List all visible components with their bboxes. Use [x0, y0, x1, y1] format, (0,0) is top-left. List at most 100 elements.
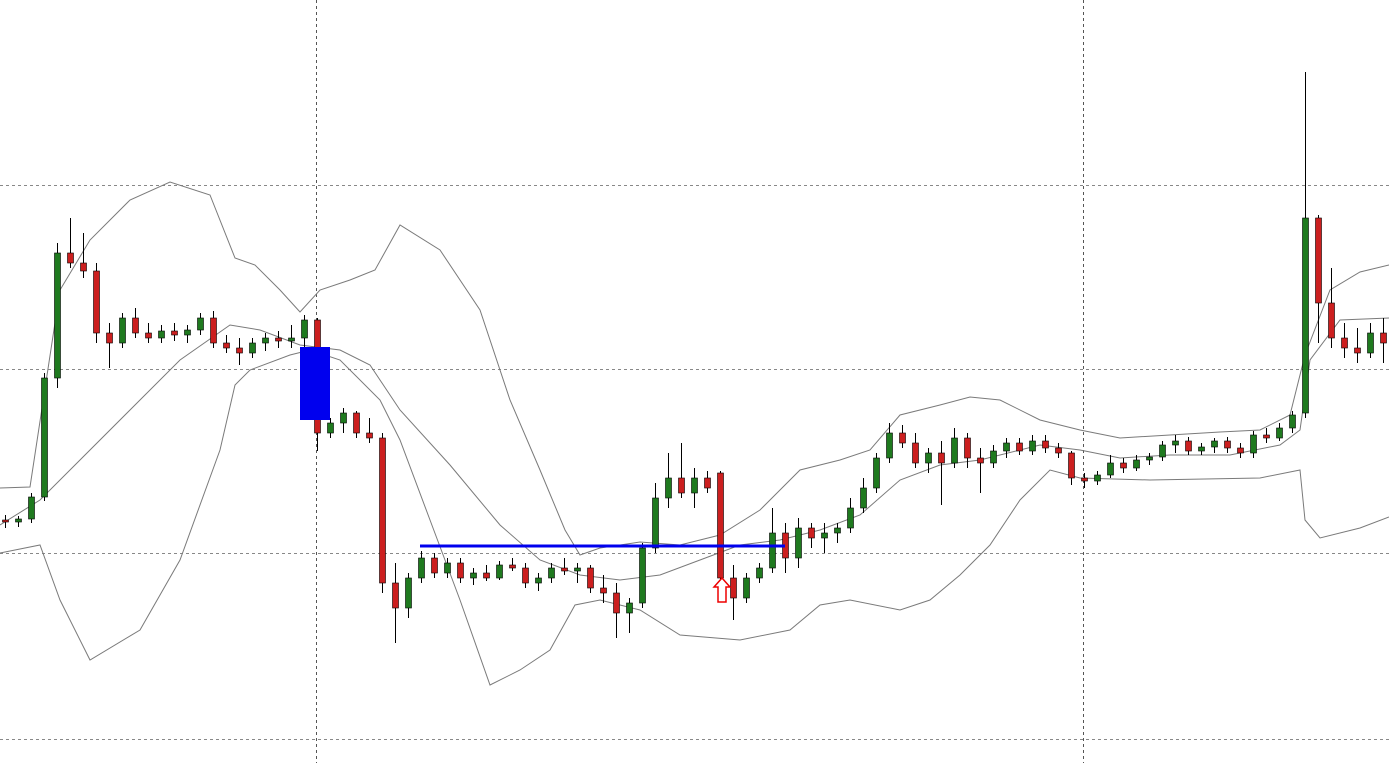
candle-body: [184, 329, 191, 336]
candle-body: [1081, 477, 1088, 482]
candle-body: [886, 432, 893, 459]
candle-body: [288, 337, 295, 342]
candle-body: [1250, 434, 1257, 454]
candle-body: [275, 337, 282, 342]
candle-body: [1263, 434, 1270, 439]
candle-body: [704, 477, 711, 489]
candle-body: [470, 572, 477, 579]
candle-body: [1185, 440, 1192, 452]
candle-body: [392, 582, 399, 609]
candle-body: [1224, 440, 1231, 449]
candle-body: [353, 412, 360, 434]
candle-body: [2, 519, 9, 523]
candle-body: [847, 507, 854, 529]
candle-body: [1029, 440, 1036, 452]
rectangle-annotation: [300, 347, 330, 420]
candle-body: [1341, 337, 1348, 349]
candle-body: [431, 557, 438, 574]
candle-body: [106, 332, 113, 344]
candle-body: [925, 452, 932, 464]
candle-body: [730, 577, 737, 599]
candle-body: [54, 252, 61, 379]
candle-body: [119, 317, 126, 344]
candle-body: [236, 347, 243, 354]
candle-body: [587, 567, 594, 589]
candle-body: [613, 592, 620, 614]
candle-body: [1315, 217, 1322, 304]
candle-body: [366, 432, 373, 439]
candle-body: [1211, 440, 1218, 448]
candle-body: [80, 262, 87, 272]
arrow-marker: [712, 576, 732, 603]
candle-body: [158, 330, 165, 339]
candle-body: [1120, 462, 1127, 469]
candle-body: [1016, 442, 1023, 452]
candle-body: [990, 450, 997, 464]
candle-body: [1172, 440, 1179, 446]
candle-body: [1367, 332, 1374, 354]
candle-body: [834, 527, 841, 534]
candle-body: [639, 547, 646, 604]
candle-body: [600, 587, 607, 594]
candle-body: [444, 562, 451, 574]
candle-body: [626, 602, 633, 614]
candle-body: [418, 557, 425, 579]
candle-body: [340, 412, 347, 424]
candle-body: [1237, 447, 1244, 454]
candle-body: [1094, 474, 1101, 482]
candle-body: [1146, 456, 1153, 461]
candle-body: [145, 332, 152, 339]
candle-body: [717, 472, 724, 579]
candle-body: [379, 437, 386, 584]
candle-body: [93, 270, 100, 334]
candle-body: [964, 437, 971, 459]
candle-body: [483, 572, 490, 579]
candle-body: [769, 532, 776, 569]
candle-body: [756, 567, 763, 579]
candle-body: [951, 437, 958, 464]
candle-body: [1354, 347, 1361, 354]
candle-body: [977, 457, 984, 464]
band-line: [0, 181, 1389, 556]
candle-body: [249, 342, 256, 354]
candle-body: [678, 477, 685, 494]
candle-body: [1107, 462, 1114, 476]
candle-body: [860, 487, 867, 509]
candle-body: [28, 496, 35, 520]
candle-body: [574, 567, 581, 572]
candle-body: [821, 532, 828, 539]
candle-body: [132, 317, 139, 334]
candle-body: [938, 452, 945, 464]
candle-body: [509, 564, 516, 569]
candle-body: [1159, 444, 1166, 458]
candle-body: [301, 319, 308, 339]
candle-body: [1055, 447, 1062, 454]
candle-body: [457, 562, 464, 579]
candle-body: [327, 422, 334, 434]
candle-body: [41, 377, 48, 498]
band-line: [0, 317, 1389, 581]
candle-body: [496, 564, 503, 579]
candle-body: [197, 317, 204, 331]
candle-body: [743, 577, 750, 599]
candle-body: [1133, 459, 1140, 469]
candle-body: [912, 442, 919, 464]
candle-body: [691, 477, 698, 494]
candle-body: [795, 527, 802, 559]
candle-body: [1068, 452, 1075, 479]
candle-body: [1302, 217, 1309, 414]
candle-body: [67, 252, 74, 264]
candle-body: [535, 577, 542, 584]
candle-body: [652, 497, 659, 549]
candle-body: [223, 342, 230, 349]
candle-body: [1328, 302, 1335, 339]
candle-body: [405, 577, 412, 609]
candle-body: [1276, 427, 1283, 439]
candle-body: [171, 330, 178, 336]
candle-body: [522, 567, 529, 584]
candle-body: [15, 518, 22, 523]
candle-body: [1198, 446, 1205, 452]
candle-body: [1042, 440, 1049, 449]
